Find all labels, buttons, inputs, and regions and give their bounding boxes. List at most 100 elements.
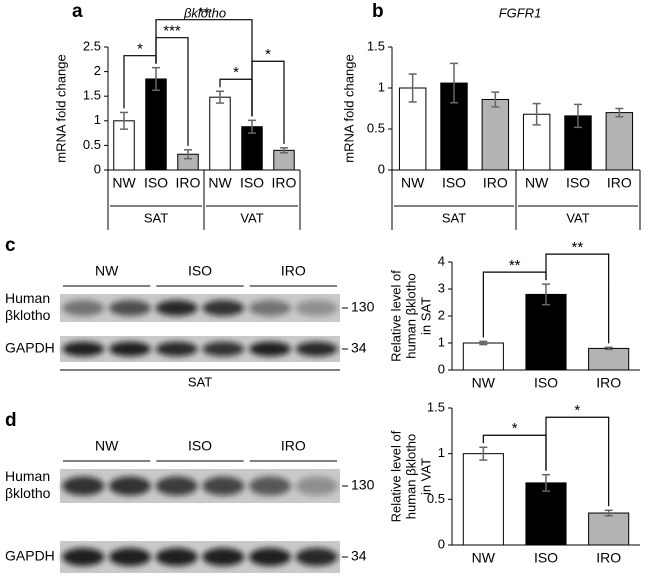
panel-label: c bbox=[5, 235, 16, 256]
error-bar bbox=[450, 62, 458, 104]
y-tick-label: 0.5 bbox=[83, 137, 101, 152]
blot-band bbox=[109, 341, 151, 357]
bar bbox=[145, 78, 167, 171]
blot-band bbox=[155, 548, 198, 566]
bar bbox=[462, 342, 504, 371]
blot-band bbox=[202, 300, 245, 316]
blot-band bbox=[62, 341, 105, 357]
row-label: βklotho bbox=[5, 307, 51, 323]
error-bar bbox=[604, 509, 613, 517]
size-label: 34 bbox=[351, 548, 367, 564]
blot-background bbox=[60, 469, 340, 503]
significance-label: * bbox=[574, 402, 580, 419]
y-tick-label: 1.5 bbox=[367, 38, 385, 53]
blot-band bbox=[109, 300, 151, 316]
bar bbox=[588, 512, 630, 546]
blot-band bbox=[295, 476, 338, 496]
panel-label: a bbox=[72, 1, 83, 22]
x-tick-label: IRO bbox=[596, 375, 621, 391]
y-axis-label: in VAT bbox=[418, 458, 433, 495]
y-tick-label: 2.5 bbox=[83, 38, 101, 53]
bracket bbox=[545, 253, 610, 344]
y-tick-label: 4 bbox=[438, 253, 445, 268]
lane-label: NW bbox=[95, 263, 119, 279]
bar bbox=[209, 96, 231, 171]
y-axis-label: mRNA fold change bbox=[341, 54, 356, 162]
blot-band bbox=[109, 548, 151, 566]
group-label: VAT bbox=[566, 210, 589, 225]
x-tick-label: IRO bbox=[607, 175, 632, 191]
blot-band bbox=[109, 476, 151, 496]
error-bar bbox=[152, 66, 160, 92]
y-tick-label: 0.5 bbox=[427, 491, 445, 506]
size-label: 130 bbox=[351, 477, 375, 493]
error-bar bbox=[574, 103, 582, 129]
significance-label: *** bbox=[163, 23, 181, 40]
y-axis-label: mRNA fold change bbox=[53, 54, 68, 162]
significance-bracket: ** bbox=[155, 5, 253, 117]
significance-label: * bbox=[265, 46, 271, 63]
error-bar bbox=[184, 149, 192, 160]
y-tick-label: 1 bbox=[378, 79, 385, 94]
blot-strip bbox=[60, 469, 340, 503]
y-tick-label: 3 bbox=[438, 280, 445, 295]
significance-label: ** bbox=[198, 5, 210, 22]
y-tick-label: 1 bbox=[438, 334, 445, 349]
y-tick-label: 1.5 bbox=[427, 399, 445, 414]
error-bar bbox=[280, 147, 288, 154]
significance-label: * bbox=[512, 420, 518, 437]
row-label: Human bbox=[5, 290, 50, 306]
row-label: GAPDH bbox=[5, 548, 55, 564]
x-tick-label: NW bbox=[401, 175, 425, 191]
y-tick-label: 1 bbox=[94, 112, 101, 127]
error-bar bbox=[216, 90, 224, 104]
y-tick-label: 0 bbox=[438, 536, 445, 551]
panel-label: b bbox=[372, 1, 384, 22]
y-tick-label: 1.5 bbox=[83, 88, 101, 103]
group-label: SAT bbox=[144, 210, 168, 225]
x-tick-label: IRO bbox=[483, 175, 508, 191]
bar bbox=[525, 482, 567, 546]
blot-band bbox=[62, 476, 105, 496]
error-bar bbox=[479, 340, 488, 346]
blot-band bbox=[249, 476, 291, 496]
y-tick-label: 0 bbox=[94, 161, 101, 176]
bar bbox=[481, 98, 510, 171]
x-tick-label: NW bbox=[525, 175, 549, 191]
blot-band bbox=[155, 300, 198, 316]
blot-background bbox=[60, 541, 340, 573]
y-tick-label: 0 bbox=[378, 161, 385, 176]
x-tick-label: ISO bbox=[566, 175, 590, 191]
error-bar bbox=[248, 119, 256, 134]
significance-bracket: ** bbox=[545, 239, 610, 344]
x-tick-label: IRO bbox=[596, 550, 621, 566]
lane-label: IRO bbox=[281, 263, 306, 279]
significance-label: ** bbox=[571, 239, 583, 256]
y-tick-label: 2 bbox=[438, 307, 445, 322]
x-tick-label: ISO bbox=[534, 550, 558, 566]
blot-band bbox=[62, 548, 105, 566]
group-label: SAT bbox=[442, 210, 466, 225]
y-axis-label: Relative level of bbox=[388, 270, 403, 362]
bar bbox=[525, 293, 567, 371]
x-tick-label: NW bbox=[472, 550, 496, 566]
blot-strip bbox=[60, 294, 340, 322]
group-label: VAT bbox=[240, 210, 263, 225]
bar bbox=[462, 453, 504, 546]
x-tick-label: NW bbox=[208, 175, 232, 191]
error-bar bbox=[491, 91, 500, 108]
error-bar bbox=[542, 283, 550, 306]
blot-band bbox=[62, 300, 105, 316]
error-bar bbox=[615, 107, 624, 118]
blot-band bbox=[155, 476, 198, 496]
x-tick-label: ISO bbox=[240, 175, 264, 191]
error-bar bbox=[479, 446, 488, 461]
blot-band bbox=[295, 548, 338, 566]
blot-band bbox=[202, 476, 245, 496]
y-tick-label: 0.5 bbox=[367, 120, 385, 135]
y-tick-label: 0 bbox=[438, 361, 445, 376]
x-tick-label: IRO bbox=[272, 175, 297, 191]
blot-band bbox=[295, 300, 338, 316]
row-label: GAPDH bbox=[5, 340, 55, 356]
